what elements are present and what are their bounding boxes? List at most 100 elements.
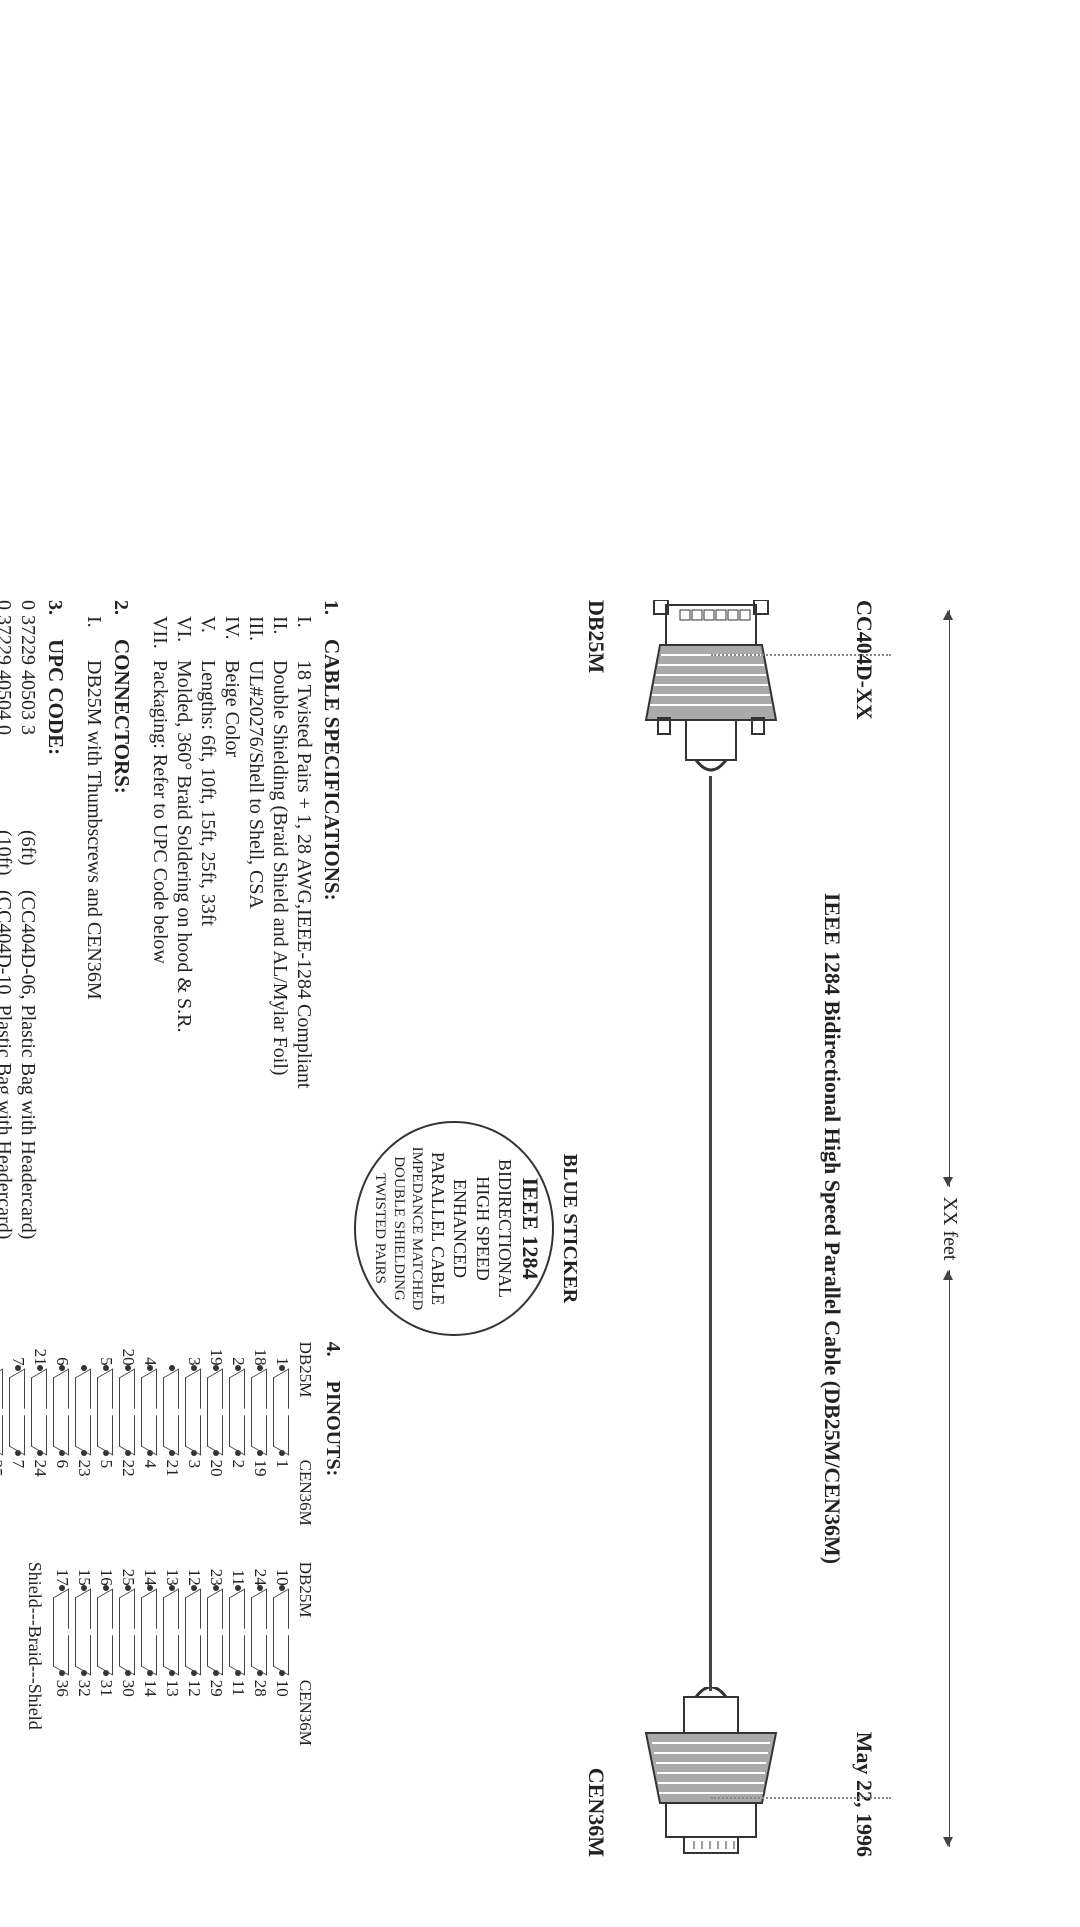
upc-code: 0 37229 40503 3	[16, 600, 39, 830]
twist-icon	[165, 1593, 179, 1671]
pin-a: 15	[74, 1562, 94, 1588]
pin-b: 23	[74, 1456, 94, 1482]
twist-icon	[99, 1373, 113, 1451]
cen36m-drawing	[626, 1687, 796, 1857]
arrow-right	[949, 1270, 950, 1847]
pin-a: 16	[96, 1562, 116, 1588]
sticker-area: BLUE STICKER IEEE 1284 BIDIRECTIONAL HIG…	[354, 600, 581, 1857]
pin-b: 13	[162, 1676, 182, 1702]
pin-row: 1414	[139, 1562, 161, 1746]
twist-icon	[231, 1593, 245, 1671]
pin-b: 5	[96, 1456, 116, 1482]
spec-row: VII.Packaging: Refer to UPC Code below	[148, 600, 171, 1312]
twist-icon	[55, 1593, 69, 1671]
content-columns: 1. CABLE SPECIFICATIONS: I.18 Twisted Pa…	[0, 600, 344, 1857]
roman: VI.	[172, 600, 195, 660]
pin-grid-a: 1118192219203321442022552366212477258826…	[0, 1342, 293, 1526]
pin-row: 1532	[73, 1562, 95, 1746]
pin-row: 2329	[205, 1562, 227, 1746]
header-row: CC404D-XX May 22, 1996	[851, 600, 877, 1857]
pin-b: 28	[250, 1676, 270, 1702]
pin-b: 4	[140, 1456, 160, 1482]
pin-row: 22	[227, 1342, 249, 1526]
pin-b: 32	[74, 1676, 94, 1702]
cen36m-label: CEN36M	[583, 1768, 609, 1857]
twist-icon	[121, 1373, 135, 1451]
pin-a: 13	[162, 1562, 182, 1588]
pin-row: 21	[161, 1342, 183, 1526]
twist-icon	[275, 1373, 289, 1451]
pin-row: 2428	[249, 1562, 271, 1746]
spec-row: V.Lengths: 6ft, 10ft, 15ft, 25ft, 33ft	[196, 600, 219, 1312]
sec2-num: 2.	[109, 600, 132, 634]
spec-text: Lengths: 6ft, 10ft, 15ft, 25ft, 33ft	[196, 660, 219, 926]
upc-list: 0 37229 40503 3(6ft)(CC404D-06, Plastic …	[0, 600, 39, 1312]
spec-row: I.18 Twisted Pairs + 1, 28 AWG,IEEE-1284…	[292, 600, 315, 1312]
twist-icon	[253, 1593, 267, 1671]
length-text: XX feet	[938, 1197, 961, 1261]
pin-header: DB25M CEN36M	[295, 1562, 315, 1746]
twist-icon	[275, 1593, 289, 1671]
twist-icon	[143, 1593, 157, 1671]
pin-row: 1111	[227, 1562, 249, 1746]
pin-row: 55	[95, 1342, 117, 1526]
pin-a: 2	[228, 1342, 248, 1368]
trim-dots-right	[531, 1797, 891, 1803]
sticker-line-1: IEEE 1284	[517, 1147, 545, 1311]
section-4: 4. PINOUTS:	[321, 1342, 344, 1857]
spec-text: Beige Color	[220, 660, 243, 757]
upc-len: (10ft)	[0, 830, 15, 890]
pin-row: 1212	[183, 1562, 205, 1746]
date: May 22, 1996	[851, 1732, 877, 1857]
sec3-num: 3.	[43, 600, 66, 634]
twist-icon	[187, 1593, 201, 1671]
pin-row: 77	[7, 1342, 29, 1526]
twist-icon	[11, 1373, 25, 1451]
pin-a: 1	[272, 1342, 292, 1368]
twist-icon	[187, 1373, 201, 1451]
roman: V.	[196, 600, 219, 660]
pin-row: 1631	[95, 1562, 117, 1746]
twist-icon	[0, 1373, 3, 1451]
cable-diagram: XX feet	[611, 600, 811, 1857]
spec-list: I.18 Twisted Pairs + 1, 28 AWG,IEEE-1284…	[148, 600, 315, 1312]
pin-b: 7	[8, 1456, 28, 1482]
connector-labels: DB25M CEN36M	[583, 600, 609, 1857]
pin-b: 3	[184, 1456, 204, 1482]
twist-icon	[77, 1593, 91, 1671]
db25m-drawing	[626, 600, 796, 780]
length-label: XX feet	[938, 600, 961, 1857]
arrow-left	[949, 610, 950, 1187]
pin-b: 11	[228, 1676, 248, 1702]
sec4-title: PINOUTS:	[322, 1381, 344, 1477]
upc-row: 0 37229 40503 3(6ft)(CC404D-06, Plastic …	[16, 600, 39, 1312]
pin-hdr-a: DB25M	[295, 1342, 315, 1392]
pin-header: DB25M CEN36M	[295, 1342, 315, 1526]
pin-b: 1	[272, 1456, 292, 1482]
upc-len: (6ft)	[16, 830, 39, 890]
pin-row: 44	[139, 1342, 161, 1526]
spec-text: 18 Twisted Pairs + 1, 28 AWG,IEEE-1284 C…	[292, 660, 315, 1088]
twist-icon	[209, 1593, 223, 1671]
pin-row: 25	[0, 1342, 7, 1526]
left-column: 1. CABLE SPECIFICATIONS: I.18 Twisted Pa…	[0, 600, 344, 1312]
pin-a: 3	[184, 1342, 204, 1368]
pin-b: 2	[228, 1456, 248, 1482]
pin-row: 1010	[271, 1562, 293, 1746]
pin-b: 22	[118, 1456, 138, 1482]
spec-text: Molded, 360° Braid Soldering on hood & S…	[172, 660, 195, 1032]
spec-row: VI.Molded, 360° Braid Soldering on hood …	[172, 600, 195, 1312]
pin-hdr-b: CEN36M	[295, 1680, 315, 1746]
pin-b: 12	[184, 1676, 204, 1702]
pin-b: 10	[272, 1676, 292, 1702]
sticker-oval: IEEE 1284 BIDIRECTIONAL HIGH SPEED ENHAN…	[354, 1121, 554, 1337]
pin-hdr-a: DB25M	[295, 1562, 315, 1612]
pin-b: 6	[52, 1456, 72, 1482]
pin-row: 33	[183, 1342, 205, 1526]
pin-a: 21	[30, 1342, 50, 1368]
sec3-title: UPC CODE:	[44, 639, 68, 755]
pin-a: 5	[96, 1342, 116, 1368]
spec-row: II.Double Shielding (Braid Shield and AL…	[268, 600, 291, 1312]
section-1: 1. CABLE SPECIFICATIONS:	[319, 600, 344, 1312]
spec-text: Packaging: Refer to UPC Code below	[148, 660, 171, 964]
